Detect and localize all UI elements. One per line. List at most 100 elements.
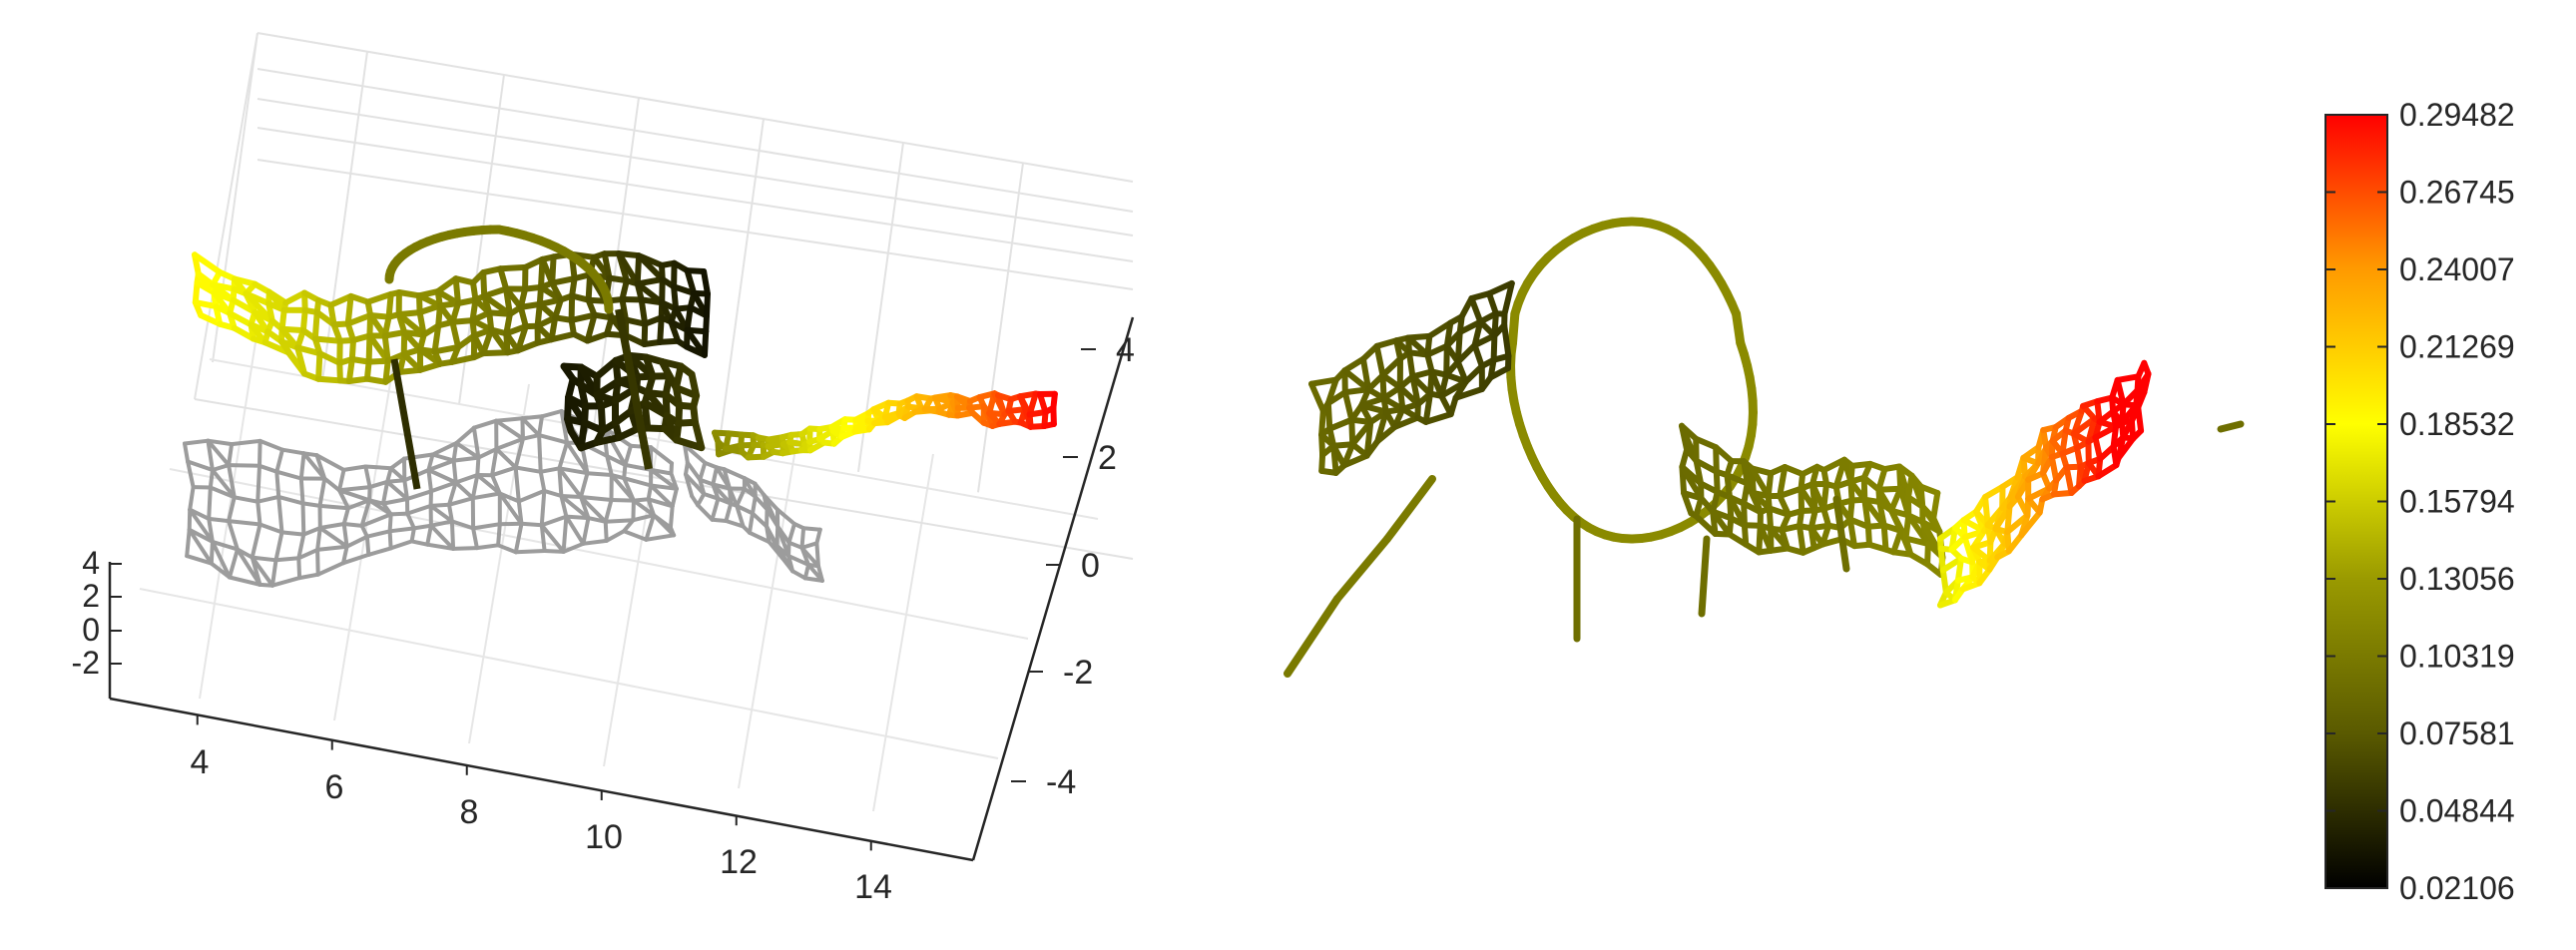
network-edge (517, 300, 543, 310)
network-edge (549, 253, 557, 286)
network-edge (497, 263, 529, 272)
network-edge (2114, 373, 2142, 383)
shadow-edge (494, 436, 525, 451)
shadow-edge (683, 443, 708, 465)
network-edge (1308, 380, 1326, 414)
shadow-edge (230, 438, 262, 447)
x-tick-label: 14 (854, 868, 892, 906)
grid-line (194, 32, 258, 400)
shadow-edge (258, 463, 279, 474)
grid-line (257, 68, 1134, 213)
colorbar-tick-label: 0.13056 (2399, 561, 2515, 597)
x-tick-label: 6 (325, 768, 344, 806)
network-edge (345, 375, 370, 384)
shadow-edge (185, 527, 192, 559)
shadow-edge (559, 494, 591, 521)
network-edge (1741, 522, 1750, 548)
network-edge (1765, 470, 1775, 500)
grid-line (468, 383, 530, 744)
shadow-edge (451, 458, 458, 485)
network-edge (1324, 389, 1348, 407)
network-edge (434, 275, 459, 295)
shadow-edge (279, 530, 306, 537)
colorbar-tick-label: 0.26745 (2399, 174, 2515, 210)
shadow-edge (428, 523, 456, 551)
network-edge (2135, 404, 2145, 434)
shadow-edge (561, 541, 586, 554)
shadow-edge (280, 447, 306, 456)
network-edge (1846, 497, 1855, 523)
network-2d (1284, 217, 2245, 678)
shadow-edge (337, 488, 350, 511)
network-edge (2095, 462, 2120, 480)
shadow-edge (494, 416, 525, 423)
shadow-edge (317, 522, 346, 530)
network-edge (671, 259, 678, 290)
shadow-edge (274, 469, 303, 481)
network-edge (1454, 342, 1478, 365)
shadow-edge (188, 507, 215, 544)
shadow-edge (786, 554, 810, 567)
network-edge (401, 329, 423, 353)
network-edge (1050, 404, 1057, 427)
network-edge (1340, 452, 1370, 469)
grid-line (257, 159, 1134, 290)
network-edge (381, 332, 391, 364)
network-edge (1318, 407, 1326, 438)
shadow-edge (631, 513, 656, 523)
network-edge (1939, 567, 1949, 596)
network-edge (1359, 355, 1372, 393)
shadow-edge (581, 538, 609, 546)
network-edge (704, 290, 711, 319)
network-edge (619, 277, 630, 302)
shadow-edge (698, 477, 707, 496)
shadow-edge (428, 503, 454, 524)
network-edge (1468, 295, 1484, 325)
network-edge (385, 290, 394, 320)
network-edge (1426, 319, 1454, 339)
network-edge (503, 285, 524, 310)
shadow-edge (557, 466, 564, 498)
network-edge (381, 329, 408, 339)
shadow-edge (385, 478, 407, 484)
shadow-edge (359, 512, 393, 528)
grid-3d (139, 32, 1134, 812)
shadow-edge (513, 465, 543, 474)
shadow-edge (454, 425, 476, 446)
network-edge (636, 252, 666, 282)
shadow-edge (337, 488, 372, 503)
shadow-edge (579, 495, 614, 502)
shadow-edge (367, 485, 372, 503)
shadow-edge (631, 498, 636, 523)
shadow-edge (605, 454, 614, 477)
shadow-edge (227, 519, 240, 552)
shadow-edge (388, 539, 414, 551)
shadow-edge (490, 465, 518, 478)
network-edge (1501, 322, 1512, 359)
shadow-edge (364, 529, 392, 539)
y-tick-label: 4 (1116, 331, 1135, 369)
network-edge (2004, 503, 2013, 536)
shadow-edge (649, 483, 679, 491)
shadow-edge (227, 519, 262, 527)
shadow-edge (496, 522, 502, 548)
network-edge (1341, 389, 1355, 423)
shadow-edge (337, 467, 346, 493)
shadow-edge (579, 495, 608, 524)
network-edge (615, 308, 653, 470)
shadow-edge (799, 541, 819, 550)
network-edge (601, 250, 613, 281)
network-edge (1710, 489, 1721, 515)
network-edge (2141, 370, 2152, 395)
shadow-edge (228, 547, 240, 580)
shadow-edge (728, 486, 740, 508)
colorbar-tick-label: 0.10319 (2399, 638, 2515, 674)
shadow-edge (786, 540, 804, 550)
grid-line (738, 430, 799, 789)
shadow-edge (474, 543, 501, 551)
shadow-edge (387, 526, 416, 534)
shadow-edge (210, 468, 237, 500)
shadow-edge (317, 503, 350, 511)
shadow-edge (187, 527, 215, 544)
shadow-edge (585, 471, 614, 477)
